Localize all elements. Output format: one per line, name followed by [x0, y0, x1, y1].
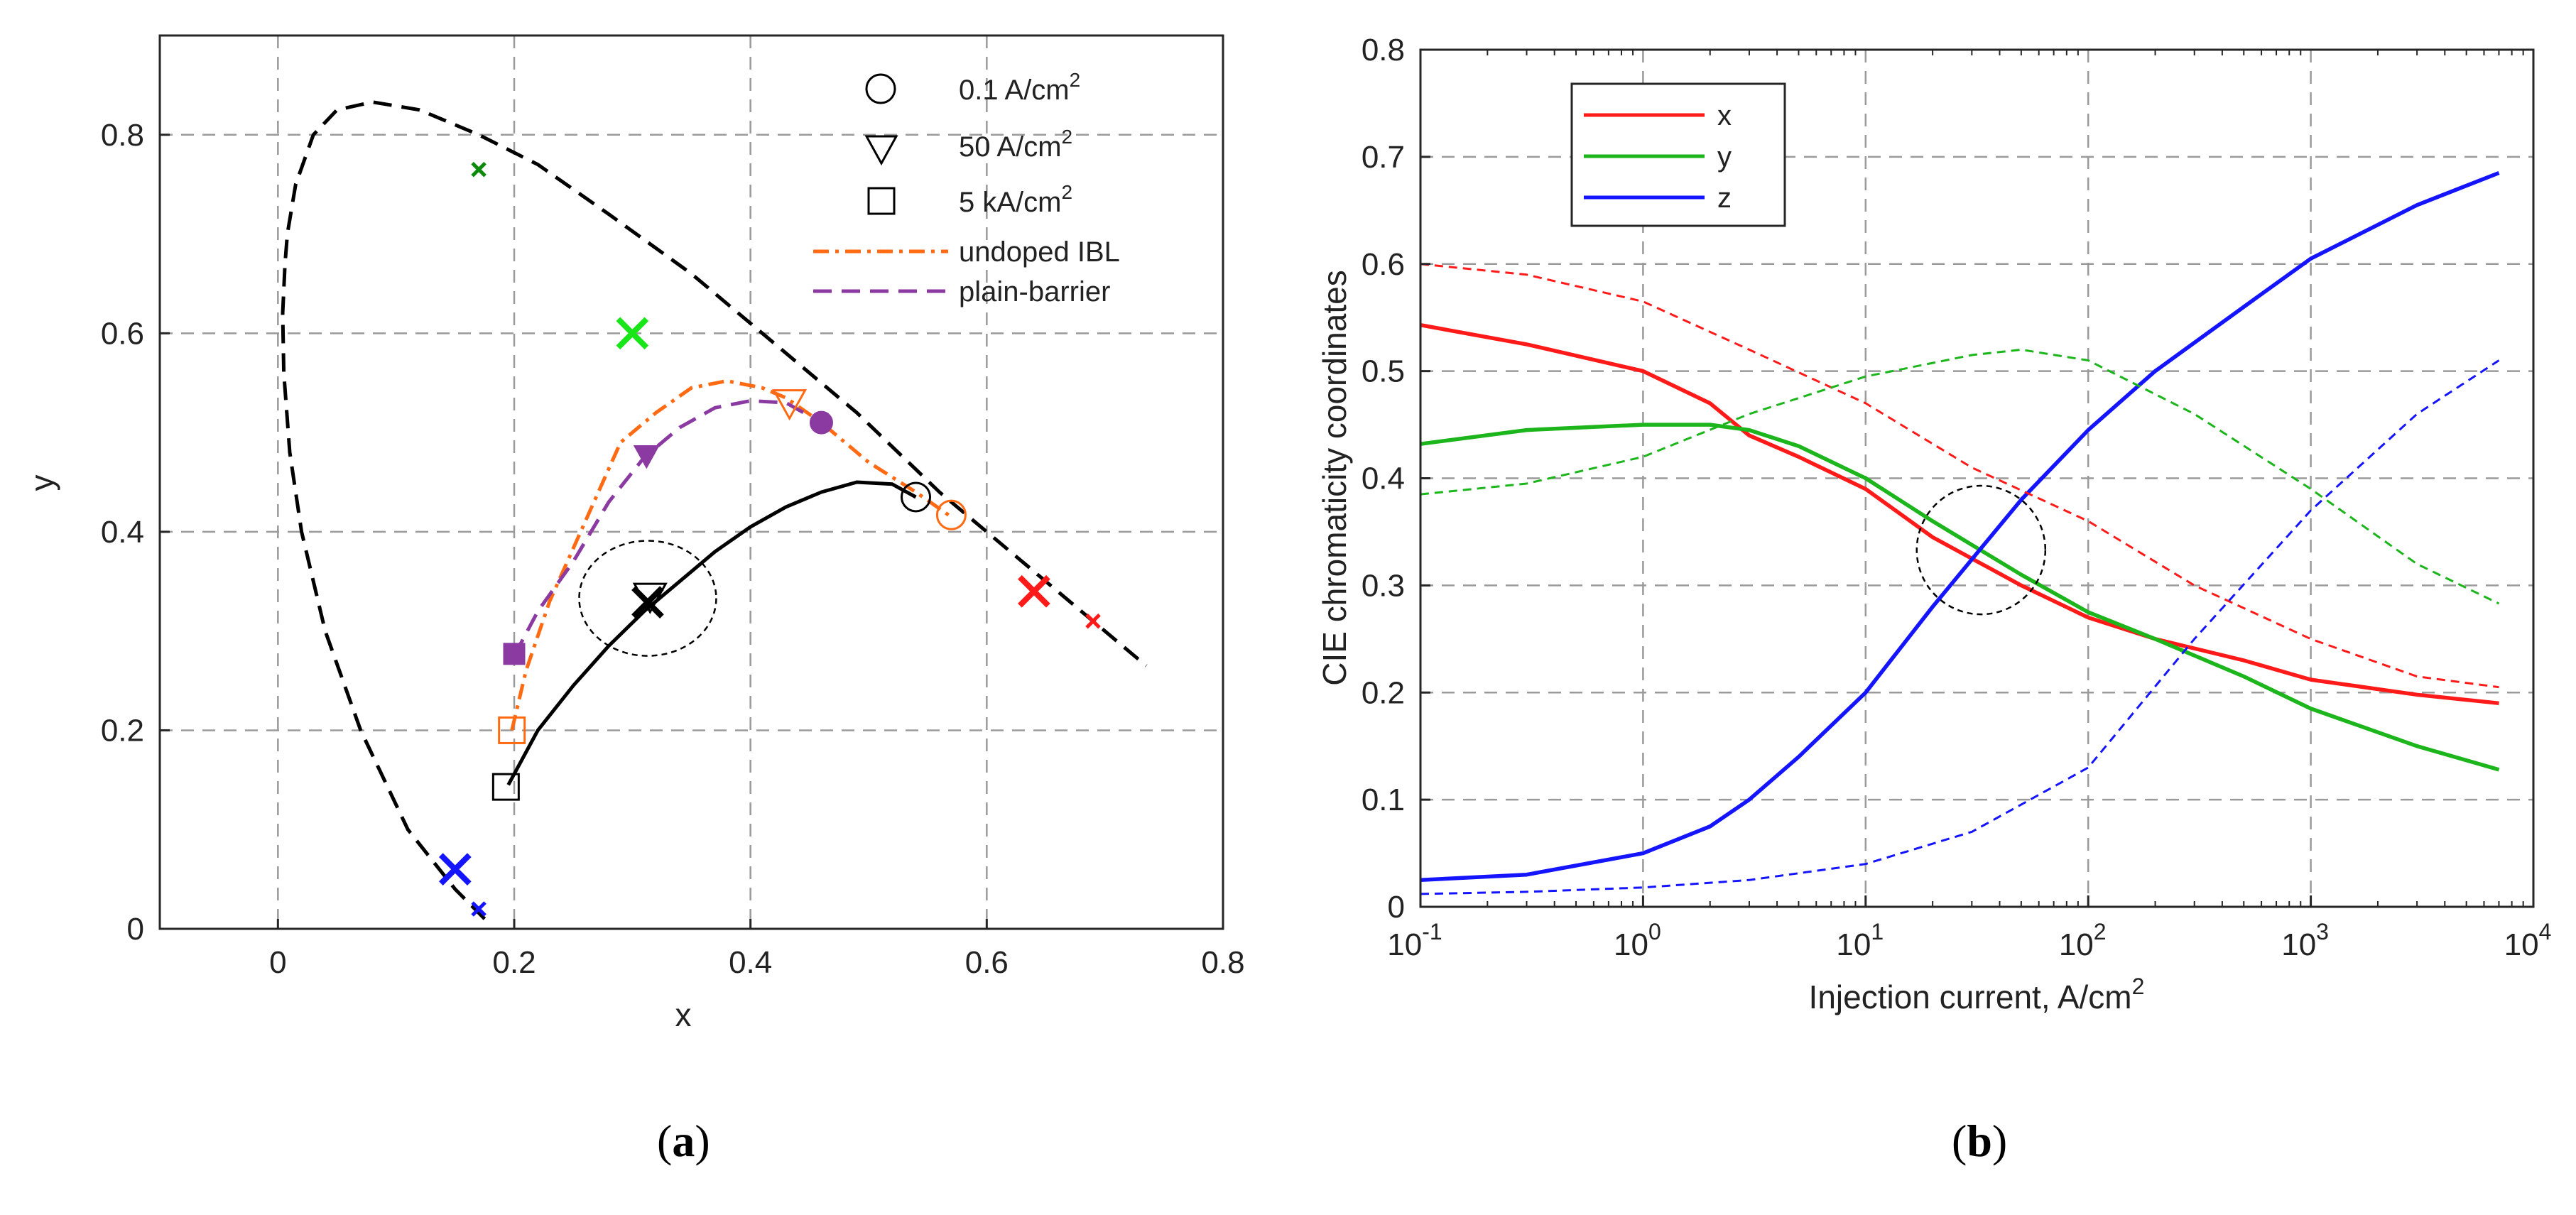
panel-a-series [281, 100, 1148, 920]
marker-white-0.1 [901, 481, 932, 513]
x-tick-label: 102 [2059, 919, 2107, 962]
series-line-plain-barrier [512, 398, 822, 657]
panel-label-a: (a) [657, 1116, 710, 1166]
legend-entry-0.1: 0.1 A/cm2 [959, 69, 1080, 106]
panel-a-markers [439, 161, 1101, 917]
crossover-region-circle [1915, 484, 2047, 616]
panel-b-series [1420, 170, 2500, 895]
marker-green-primary-large [616, 317, 649, 350]
x-tick-label: 101 [1836, 919, 1884, 962]
panel-b-y-axis-label: CIE chromaticity coordinates [1316, 270, 1353, 685]
x-tick-label: 0.8 [1201, 945, 1244, 980]
series-line-z [1420, 170, 2500, 883]
marker-blue-primary-large [439, 853, 472, 886]
legend-entry-undoped-ibl: undoped IBL [959, 236, 1120, 268]
y-tick-label: 0.8 [1362, 33, 1405, 67]
legend-entry-y: y [1717, 141, 1732, 173]
y-tick-label: 0 [1388, 890, 1405, 925]
panel-b-y-ticks: 0 0.1 0.2 0.3 0.4 0.5 0.6 0.7 0.8 [1362, 33, 1430, 925]
panel-a-chromaticity-diagram: 0 0.2 0.4 0.6 0.8 0 0.2 0.4 0.6 0.8 x y 0.1 A/cm… [23, 34, 1245, 1033]
marker-white-point [631, 586, 664, 619]
y-tick-label: 0 [127, 912, 144, 947]
panel-a-plot-area [160, 36, 1223, 929]
legend-triangle-marker [864, 135, 898, 166]
y-tick-label: 0.3 [1362, 568, 1405, 603]
series-line-y [1420, 423, 2500, 772]
panel-a-y-axis-label: y [23, 475, 60, 491]
y-tick-label: 0.8 [101, 118, 144, 153]
series-line-spectral-locus [281, 100, 1148, 920]
marker-plain-5k [503, 643, 526, 665]
x-tick-label: 0.6 [965, 945, 1009, 980]
x-tick-label: 100 [1614, 919, 1661, 962]
panel-a-grid [160, 36, 1223, 929]
panel-a-x-axis-label: x [675, 996, 692, 1033]
series-line-x-ref [1420, 263, 2499, 689]
x-tick-label: 0 [269, 945, 286, 980]
legend-entry-x: x [1717, 100, 1732, 131]
x-tick-label: 103 [2281, 919, 2329, 962]
marker-plain-0.1 [809, 410, 833, 435]
marker-red-primary-large [1018, 574, 1050, 608]
series-line-y-ref [1420, 348, 2500, 605]
y-tick-label: 0.6 [1362, 247, 1405, 282]
x-tick-label: 0.2 [492, 945, 536, 980]
x-tick-label: 104 [2504, 919, 2552, 962]
y-tick-label: 0.7 [1362, 140, 1405, 175]
panel-a-x-ticks: 0 0.2 0.4 0.6 0.8 [269, 919, 1245, 980]
y-tick-label: 0.5 [1362, 354, 1405, 389]
marker-green-primary-small [471, 161, 487, 178]
series-line-x [1420, 322, 2499, 706]
marker-ibl-5k [498, 716, 526, 744]
panel-a-y-ticks: 0 0.2 0.4 0.6 0.8 [101, 118, 170, 947]
panel-b-legend: x y z [1570, 82, 1786, 227]
x-tick-label: 0.4 [729, 945, 772, 980]
marker-ibl-0.1 [935, 499, 967, 530]
panel-a-legend: 0.1 A/cm2 50 A/cm2 5 kA/cm2 undoped IBL … [813, 69, 1120, 307]
marker-plain-50 [633, 445, 660, 469]
legend-entry-z: z [1717, 182, 1732, 214]
legend-entry-50: 50 A/cm2 [959, 126, 1072, 163]
panel-b-x-ticks: 10-1 100 101 102 103 104 [1387, 50, 2551, 962]
white-point-region-circle [578, 540, 717, 657]
y-tick-label: 0.2 [101, 713, 144, 748]
marker-white-5k [491, 773, 520, 801]
panel-label-b: (b) [1952, 1116, 2008, 1166]
series-line-undoped-ibl [510, 378, 952, 731]
panel-a-axes-box [158, 34, 1224, 930]
y-tick-label: 0.6 [101, 316, 144, 351]
series-line-z-ref [1420, 359, 2500, 895]
panel-b-chromaticity-vs-current: 10-1 100 101 102 103 104 00.10.20.30.40.50.60… [1316, 33, 2551, 1015]
x-tick-label: 10-1 [1387, 919, 1442, 962]
y-tick-label: 0.2 [1362, 675, 1405, 710]
y-tick-label: 0.4 [1362, 462, 1405, 496]
marker-blue-primary-small [471, 901, 487, 917]
y-tick-label: 0.4 [101, 515, 144, 550]
panel-b-x-axis-label: Injection current, A/cm2 [1809, 974, 2145, 1015]
legend-entry-5k: 5 kA/cm2 [959, 181, 1072, 218]
marker-ibl-50 [772, 389, 808, 421]
y-tick-label: 0.1 [1362, 783, 1405, 817]
legend-square-marker [867, 187, 896, 215]
legend-entry-plain-barrier: plain-barrier [959, 276, 1110, 307]
series-line-reference-white-led-locus [506, 480, 917, 786]
marker-red-primary-small [1085, 613, 1101, 629]
legend-circle-marker [865, 73, 896, 104]
